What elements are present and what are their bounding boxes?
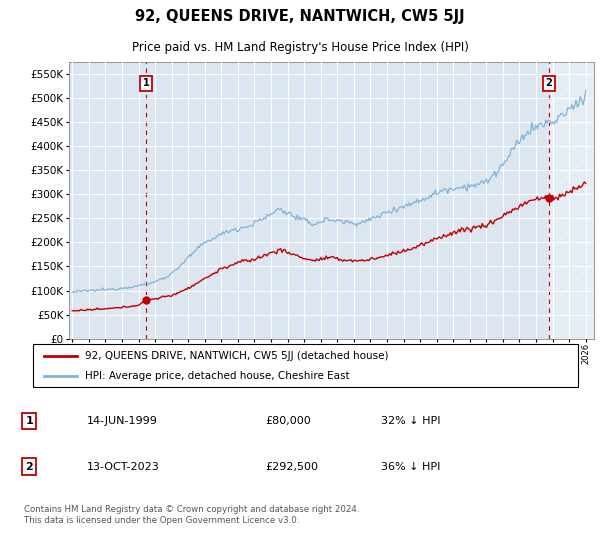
Bar — [549, 62, 594, 339]
Text: Price paid vs. HM Land Registry's House Price Index (HPI): Price paid vs. HM Land Registry's House … — [131, 41, 469, 54]
Text: HPI: Average price, detached house, Cheshire East: HPI: Average price, detached house, Ches… — [85, 371, 350, 381]
Text: 2: 2 — [25, 461, 33, 472]
Text: 92, QUEENS DRIVE, NANTWICH, CW5 5JJ: 92, QUEENS DRIVE, NANTWICH, CW5 5JJ — [135, 9, 465, 24]
Text: Contains HM Land Registry data © Crown copyright and database right 2024.
This d: Contains HM Land Registry data © Crown c… — [23, 505, 359, 525]
Text: 36% ↓ HPI: 36% ↓ HPI — [380, 461, 440, 472]
Text: 14-JUN-1999: 14-JUN-1999 — [87, 416, 158, 426]
Text: 32% ↓ HPI: 32% ↓ HPI — [380, 416, 440, 426]
Text: 92, QUEENS DRIVE, NANTWICH, CW5 5JJ (detached house): 92, QUEENS DRIVE, NANTWICH, CW5 5JJ (det… — [85, 351, 389, 361]
Text: £80,000: £80,000 — [265, 416, 311, 426]
Text: 1: 1 — [143, 78, 149, 88]
Text: 13-OCT-2023: 13-OCT-2023 — [87, 461, 160, 472]
Text: 2: 2 — [546, 78, 553, 88]
FancyBboxPatch shape — [33, 343, 578, 388]
Text: £292,500: £292,500 — [265, 461, 319, 472]
Text: 1: 1 — [25, 416, 33, 426]
